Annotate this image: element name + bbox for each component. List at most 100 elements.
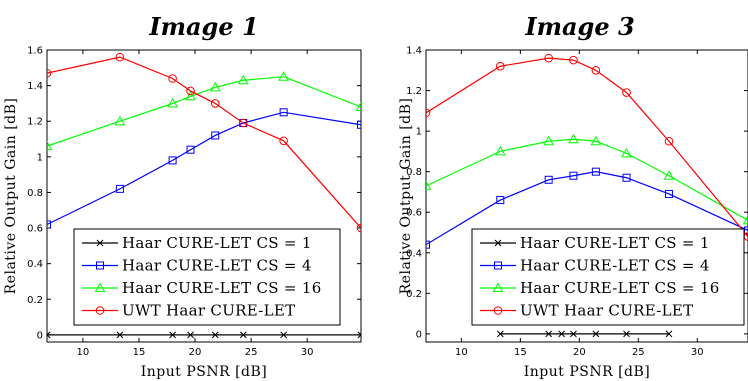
y-tick-label: 0.2: [27, 295, 43, 306]
data-point: [622, 173, 631, 182]
legend-label: UWT Haar CURE-LET: [520, 302, 693, 320]
data-point: [167, 97, 178, 108]
chart-title: Image 1: [148, 12, 258, 41]
y-axis-label: Relative Output Gain [dB]: [398, 98, 414, 295]
chart-image-1: Image 1 0 0.2 0.4 0.6 0.8 1 1.2 1.4 1.6 10 15 20 25…: [3, 12, 362, 380]
data-point: [114, 115, 126, 126]
data-point: [622, 88, 631, 97]
legend-label: Haar CURE-LET CS = 4: [122, 257, 312, 275]
data-point: [543, 135, 555, 146]
y-tick-label: 0: [37, 330, 43, 341]
data-point: [591, 167, 600, 176]
data-point: [590, 135, 602, 146]
data-point: [210, 99, 220, 108]
series-lines: [47, 52, 361, 339]
data-point: [663, 170, 675, 180]
x-tick-label: 25: [632, 347, 645, 358]
legend-marker: [494, 261, 502, 270]
data-point: [558, 330, 565, 338]
y-tick-label: 0.2: [406, 289, 422, 300]
y-tick-label: 0: [416, 329, 422, 340]
y-tick-label: 0.8: [406, 167, 422, 178]
data-point: [357, 120, 361, 129]
legend-marker: [96, 261, 104, 270]
y-tick-label: 0.6: [27, 224, 43, 235]
y-tick-label: 1.2: [406, 86, 422, 97]
y-tick-label: 0.4: [27, 259, 43, 270]
y-tick-label: 1: [37, 152, 43, 163]
chart-title: Image 3: [524, 12, 634, 41]
data-point: [569, 171, 578, 180]
x-tick-label: 30: [301, 347, 314, 358]
data-point: [568, 133, 579, 144]
legend-label: Haar CURE-LET CS = 16: [520, 279, 720, 297]
x-tick-label: 15: [133, 347, 146, 358]
legend: Haar CURE-LET CS = 1 Haar CURE-LET CS = 4…: [73, 228, 341, 326]
legend-marker: [492, 282, 504, 292]
x-axis-label: Input PSNR [dB]: [524, 364, 651, 380]
data-point: [168, 74, 177, 83]
x-ticks: 10 15 20 25 30: [77, 50, 314, 358]
data-point: [280, 331, 287, 339]
legend-marker: [94, 282, 106, 292]
y-axis-label: Relative Output Gain [dB]: [3, 98, 19, 295]
legend-marker: [96, 239, 104, 247]
data-point: [544, 175, 553, 184]
data-point: [169, 331, 176, 339]
data-point: [623, 330, 630, 338]
x-tick-label: 20: [573, 347, 586, 358]
data-point: [168, 156, 177, 165]
series-lines: [426, 53, 748, 338]
series-line: [47, 76, 361, 147]
data-point: [211, 331, 219, 339]
y-tick-label: 1.4: [406, 46, 422, 57]
data-point: [115, 184, 124, 193]
x-tick-label: 20: [189, 347, 202, 358]
data-point: [664, 189, 673, 198]
series-line: [426, 138, 748, 221]
x-ticks: 10 15 20 25 30: [455, 50, 704, 358]
legend-label: Haar CURE-LET CS = 4: [520, 257, 710, 275]
data-point: [355, 101, 361, 111]
data-point: [238, 118, 248, 128]
data-point: [279, 136, 288, 146]
series-line: [47, 111, 361, 226]
data-point: [47, 331, 51, 339]
series-line: [426, 171, 748, 246]
data-point: [185, 90, 196, 101]
x-tick-label: 10: [77, 347, 90, 358]
y-tick-label: 0.4: [406, 248, 422, 259]
data-point: [570, 330, 577, 338]
data-point: [47, 68, 52, 78]
data-point: [545, 330, 553, 338]
data-point: [496, 330, 504, 338]
y-tick-label: 0.8: [27, 188, 43, 199]
legend-marker: [95, 306, 105, 315]
legend-label: Haar CURE-LET CS = 16: [122, 279, 322, 297]
data-point: [569, 55, 578, 65]
x-tick-label: 15: [514, 347, 527, 358]
y-tick-label: 1: [416, 127, 422, 138]
data-point: [47, 140, 53, 151]
legend-label: UWT Haar CURE-LET: [122, 302, 295, 320]
data-point: [279, 108, 288, 117]
data-point: [664, 136, 674, 146]
legend-marker: [494, 239, 502, 247]
legend: Haar CURE-LET CS = 1 Haar CURE-LET CS = 4…: [471, 228, 745, 326]
data-point: [496, 61, 505, 71]
series-line: [47, 56, 361, 229]
data-point: [187, 331, 194, 339]
data-point: [278, 71, 289, 81]
y-tick-label: 1.4: [27, 81, 43, 92]
data-point: [496, 196, 505, 205]
data-point: [494, 145, 506, 156]
data-point: [186, 86, 195, 96]
data-point: [356, 223, 361, 233]
data-point: [621, 147, 632, 158]
data-point: [211, 131, 220, 140]
data-point: [426, 108, 431, 118]
legend-label: Haar CURE-LET CS = 1: [122, 234, 312, 252]
data-point: [115, 52, 125, 62]
data-point: [591, 65, 601, 75]
